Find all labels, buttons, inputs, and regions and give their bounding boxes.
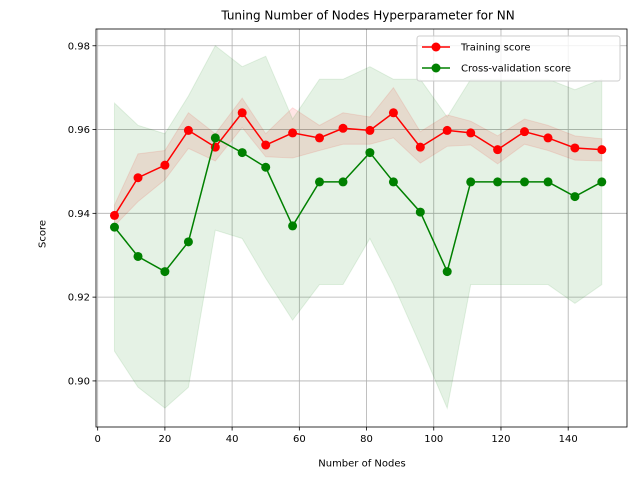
series-1-point xyxy=(388,177,398,187)
legend-swatch-marker xyxy=(431,42,441,52)
series-1-point xyxy=(237,148,247,158)
x-tick-label: 100 xyxy=(424,434,443,445)
series-1-point xyxy=(466,177,476,187)
series-0-point xyxy=(261,140,271,150)
x-tick-label: 40 xyxy=(226,434,239,445)
y-tick-label: 0.90 xyxy=(68,376,90,387)
series-0-point xyxy=(160,160,170,170)
series-0-point xyxy=(388,108,398,118)
series-0-point xyxy=(543,133,553,143)
series-1-point xyxy=(365,148,375,158)
chart-title: Tuning Number of Nodes Hyperparameter fo… xyxy=(220,9,514,23)
series-0-point xyxy=(519,127,529,137)
legend-label: Cross-validation score xyxy=(461,64,571,75)
series-0-point xyxy=(365,125,375,135)
series-0-point xyxy=(570,143,580,153)
series-0-point xyxy=(109,210,119,220)
series-1-point xyxy=(133,251,143,261)
confidence-bands xyxy=(113,44,603,410)
y-tick-label: 0.96 xyxy=(68,125,90,136)
series-1-point xyxy=(288,221,298,231)
series-0-point xyxy=(466,128,476,138)
series-0-point xyxy=(237,108,247,118)
x-tick-label: 140 xyxy=(559,434,578,445)
series-0-point xyxy=(493,145,503,155)
x-tick-label: 0 xyxy=(94,434,100,445)
series-0-point xyxy=(133,173,143,183)
series-1-point xyxy=(261,162,271,172)
legend: Training score Cross-validation score xyxy=(416,35,621,82)
series-lines xyxy=(109,108,607,277)
grid xyxy=(96,29,627,427)
series-1-point xyxy=(314,177,324,187)
series-1-point xyxy=(415,207,425,217)
series-1-band xyxy=(113,44,603,410)
series-1-point xyxy=(160,267,170,277)
series-0-line xyxy=(113,111,602,216)
legend-swatch-marker xyxy=(431,63,441,73)
y-tick-label: 0.92 xyxy=(68,293,90,304)
y-axis-title: Score xyxy=(38,220,49,248)
series-0-band xyxy=(113,86,603,228)
y-tick-label: 0.94 xyxy=(68,209,90,220)
x-tick-label: 80 xyxy=(360,434,373,445)
axes: 0 20 40 60 80 100 120 140 0.90 0.92 0.94 0.96 0.98 xyxy=(68,28,628,445)
series-1-point xyxy=(338,177,348,187)
series-1-point xyxy=(442,267,452,277)
x-tick-label: 60 xyxy=(293,434,306,445)
x-tick-label: 20 xyxy=(159,434,172,445)
series-1-point xyxy=(570,192,580,202)
series-1-point xyxy=(543,177,553,187)
series-0-point xyxy=(314,133,324,143)
series-1-point xyxy=(210,133,220,143)
series-1-point xyxy=(493,177,503,187)
series-0-point xyxy=(597,145,607,155)
y-tick-label: 0.98 xyxy=(68,41,90,52)
plot-frame xyxy=(95,28,628,428)
legend-box xyxy=(416,35,621,82)
legend-label: Training score xyxy=(460,43,531,54)
series-0-point xyxy=(288,128,298,138)
series-0-point xyxy=(183,125,193,135)
x-axis-title: Number of Nodes xyxy=(318,459,405,470)
x-tick-label: 120 xyxy=(491,434,510,445)
series-1-point xyxy=(597,177,607,187)
series-1-point xyxy=(109,222,119,232)
series-1-point xyxy=(519,177,529,187)
series-1-point xyxy=(183,237,193,247)
series-0-point xyxy=(338,123,348,133)
series-0-point xyxy=(415,142,425,152)
series-0-point xyxy=(442,125,452,135)
